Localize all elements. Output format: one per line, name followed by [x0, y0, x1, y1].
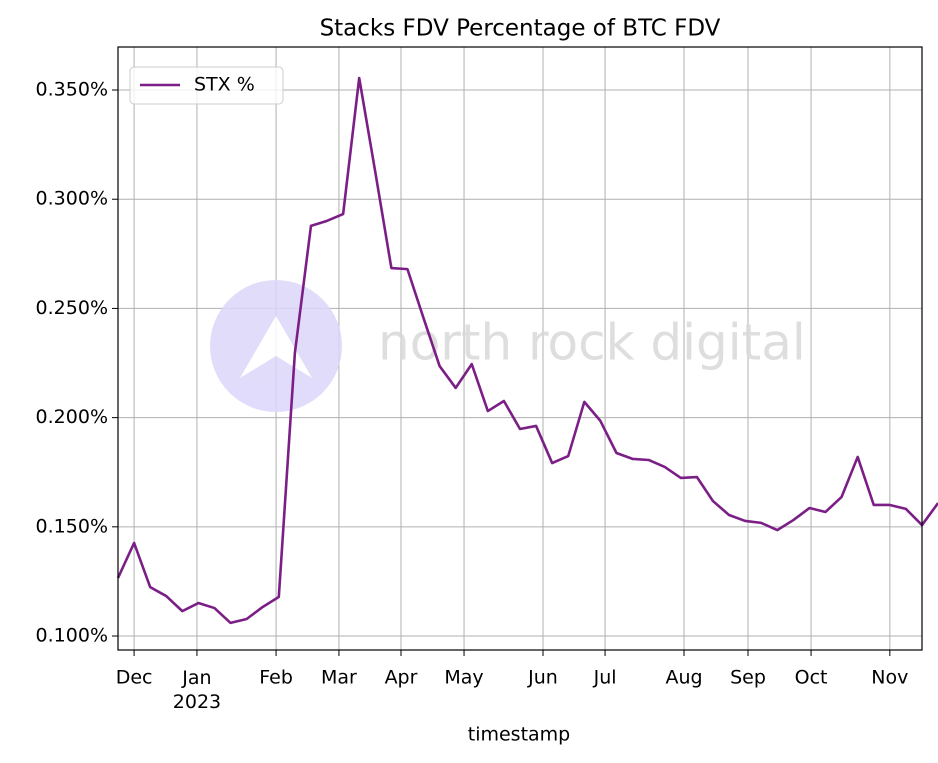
x-axis-label: timestamp — [468, 724, 571, 746]
y-tick-label: 0.100% — [36, 625, 108, 647]
x-tick-label: Mar — [321, 667, 357, 689]
x-tick-label: Dec — [116, 667, 153, 689]
watermark-text: north rock digital — [378, 314, 806, 372]
plot-frame — [117, 46, 923, 651]
y-tick-label: 0.350% — [36, 79, 108, 101]
x-tick-label: May — [444, 667, 483, 689]
legend-box — [129, 66, 284, 105]
legend-label: STX % — [194, 74, 255, 96]
x-tick-label: Feb — [259, 667, 293, 689]
x-tick-label: Jan 2023 — [173, 667, 221, 713]
x-tick-label: Jun — [527, 667, 558, 689]
x-tick-label: Nov — [871, 667, 908, 689]
x-tick-label-line: Jan — [181, 667, 211, 689]
x-tick-label-line: 2023 — [173, 691, 221, 713]
y-tick-label: 0.300% — [36, 188, 108, 210]
y-tick-label: 0.200% — [36, 406, 108, 428]
watermark: north rock digital — [210, 280, 806, 412]
x-tick-label: Sep — [730, 667, 766, 689]
x-tick-label: Oct — [795, 667, 828, 689]
y-tick-label: 0.250% — [36, 297, 108, 319]
chart-title: Stacks FDV Percentage of BTC FDV — [320, 16, 721, 42]
data-line — [116, 76, 938, 625]
y-tick-label: 0.150% — [36, 515, 108, 537]
x-tick-label: Apr — [385, 667, 418, 689]
x-tick-label: Aug — [665, 667, 702, 689]
x-tick-label: Jul — [593, 667, 617, 689]
